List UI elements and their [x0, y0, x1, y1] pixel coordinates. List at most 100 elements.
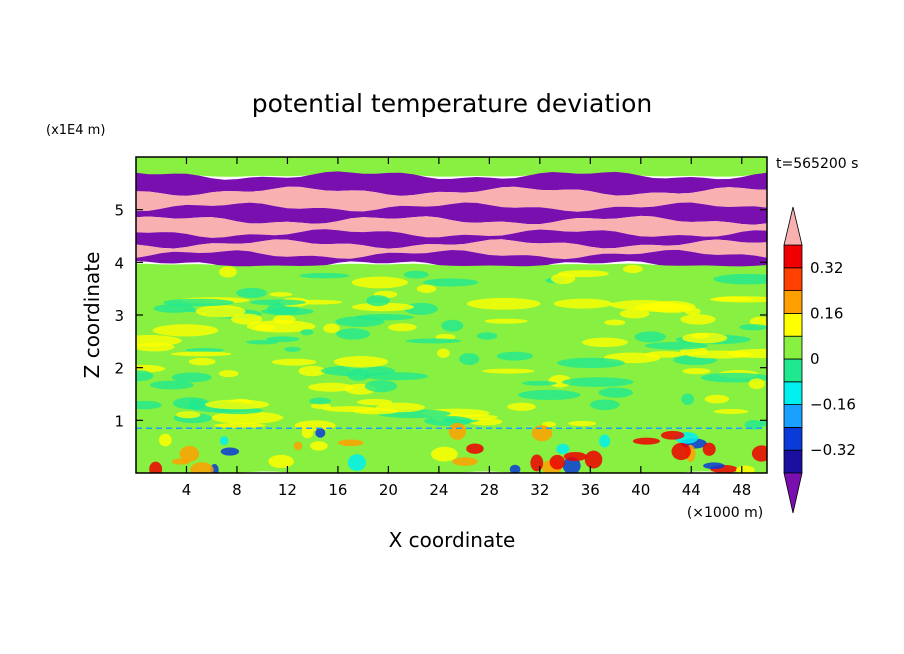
- contour-patch: [364, 380, 398, 393]
- colorbar-bin: [783, 381, 803, 405]
- contour-layer: [136, 202, 767, 225]
- colorbar-label: 0: [810, 350, 820, 368]
- colorbar-label: −0.32: [810, 441, 856, 459]
- contour-patch: [204, 399, 270, 410]
- contour-patch: [149, 380, 194, 390]
- colorbar-label: −0.16: [810, 396, 856, 414]
- contour-patch: [518, 389, 581, 401]
- contour-patch: [163, 298, 235, 307]
- y-tick-label: 4: [114, 254, 124, 272]
- colorbar-over-arrow: [783, 206, 803, 246]
- contour-patch: [236, 287, 268, 299]
- contour-patch: [551, 273, 576, 285]
- time-label: t=565200 s: [776, 156, 858, 172]
- contour-patch: [268, 454, 294, 469]
- contour-layer: [136, 229, 767, 249]
- contour-patch: [459, 353, 480, 365]
- contour-patch: [509, 464, 521, 473]
- contour-layer: [136, 239, 767, 260]
- contour-patch: [610, 299, 674, 310]
- contour-patch: [294, 420, 336, 431]
- contour-patch: [739, 324, 767, 331]
- colorbar-bin: [783, 358, 803, 383]
- chart-title: potential temperature deviation: [252, 89, 652, 118]
- contour-patch: [604, 319, 626, 326]
- contour-patch: [301, 426, 314, 439]
- contour-patch: [351, 276, 408, 289]
- contour-patch: [634, 331, 666, 343]
- contour-patch: [333, 356, 389, 368]
- contour-patch: [308, 382, 354, 392]
- contour-patch: [366, 295, 390, 307]
- contour-patch: [423, 278, 479, 287]
- x-tick-label: 48: [732, 481, 751, 499]
- contour-patch: [671, 442, 691, 461]
- contour-patch: [309, 397, 331, 405]
- contour-patch: [496, 351, 534, 361]
- x-tick-label: 44: [682, 481, 701, 499]
- contour-patch: [549, 454, 565, 470]
- contour-layer: [136, 186, 767, 212]
- contour-patch: [299, 272, 350, 279]
- contour-layer: [136, 249, 767, 270]
- contour-patch: [704, 394, 730, 404]
- contour-patch: [557, 357, 625, 369]
- contour-patch: [211, 411, 284, 424]
- contour-patch: [681, 393, 695, 405]
- y-axis-label: Z coordinate: [80, 252, 104, 379]
- x-axis-label: X coordinate: [389, 528, 516, 552]
- y-tick-label: 5: [114, 202, 124, 220]
- x-tick-label: 16: [328, 481, 347, 499]
- contour-patch: [171, 372, 212, 383]
- contour-patch: [735, 465, 755, 473]
- contour-patch: [553, 298, 613, 309]
- contour-patch: [748, 378, 765, 390]
- contour-patch: [590, 399, 620, 411]
- y-unit-label: (x1E4 m): [46, 123, 105, 138]
- contour-patch: [685, 350, 753, 359]
- contour-field: [136, 157, 767, 473]
- contour-patch: [269, 292, 293, 297]
- contour-patch: [336, 328, 371, 340]
- contour-patch: [482, 368, 535, 374]
- contour-patch: [136, 370, 154, 382]
- contour-patch: [702, 442, 716, 456]
- contour-patch: [213, 422, 266, 428]
- contour-patch: [300, 329, 314, 336]
- y-tick-label: 2: [114, 360, 124, 378]
- contour-patch: [266, 336, 300, 342]
- contour-layer: [136, 157, 767, 177]
- contour-patch: [531, 425, 553, 442]
- contour-patch: [404, 270, 429, 279]
- contour-patch: [619, 309, 650, 319]
- contour-patch: [249, 299, 307, 306]
- x-tick-label: 36: [581, 481, 600, 499]
- x-axis: 4 8 12 16 20 24 28 32 36 40 44 48: [182, 157, 751, 499]
- contour-patch: [323, 323, 340, 334]
- contour-patch: [298, 365, 326, 377]
- contour-patch: [356, 398, 393, 406]
- contour-patch: [452, 457, 478, 466]
- contour-patch: [179, 445, 200, 462]
- contour-patch: [254, 324, 275, 332]
- contour-patch: [284, 346, 301, 352]
- contour-patch: [713, 408, 749, 414]
- contour-patch: [220, 447, 240, 456]
- colorbar-bin: [783, 335, 803, 360]
- contour-patch: [424, 415, 473, 427]
- colorbar-under-arrow: [783, 472, 803, 514]
- contour-patch: [136, 400, 162, 410]
- contour-patch: [582, 337, 628, 347]
- x-tick-label: 20: [379, 481, 398, 499]
- contour-patch: [351, 302, 414, 312]
- contour-patch: [680, 314, 716, 325]
- contour-patch: [170, 351, 232, 357]
- contour-patch: [584, 450, 603, 469]
- contour-patch: [293, 441, 303, 451]
- contour-patch: [388, 323, 417, 332]
- x-tick-label: 32: [530, 481, 549, 499]
- contour-patch: [431, 446, 458, 462]
- contour-patch: [598, 387, 633, 398]
- colorbar-label: 0.32: [810, 259, 843, 277]
